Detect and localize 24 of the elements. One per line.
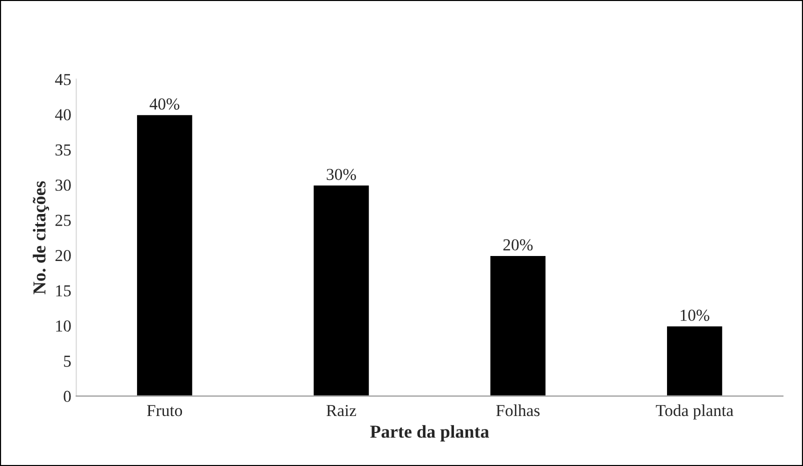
x-tick-label: Fruto	[147, 405, 182, 416]
y-tick-label: 10	[56, 320, 71, 332]
y-tick-label: 35	[56, 144, 71, 156]
x-tick-label: Raiz	[326, 404, 356, 416]
bar	[136, 114, 194, 396]
bar	[488, 254, 547, 396]
data-label: 10%	[680, 310, 710, 321]
y-tick-label: 5	[64, 356, 71, 367]
y-tick-label: 30	[56, 180, 71, 191]
x-tick-label: Folhas	[496, 404, 540, 416]
data-label: 20%	[503, 239, 533, 251]
y-tick-label: 45	[55, 74, 71, 86]
data-label: 40%	[150, 98, 180, 110]
x-axis-title: Parte da planta	[370, 425, 490, 442]
y-axis-title: No. de citações	[32, 181, 50, 294]
bar	[666, 324, 724, 396]
bar	[312, 184, 370, 396]
y-tick-label: 0	[64, 390, 71, 402]
y-tick-label: 20	[55, 250, 71, 262]
y-tick-label: 15	[56, 285, 71, 296]
y-tick-label: 25	[55, 214, 71, 226]
y-tick-label: 40	[55, 109, 71, 120]
x-tick-label: Toda planta	[656, 404, 734, 420]
data-label: 30%	[326, 168, 356, 180]
